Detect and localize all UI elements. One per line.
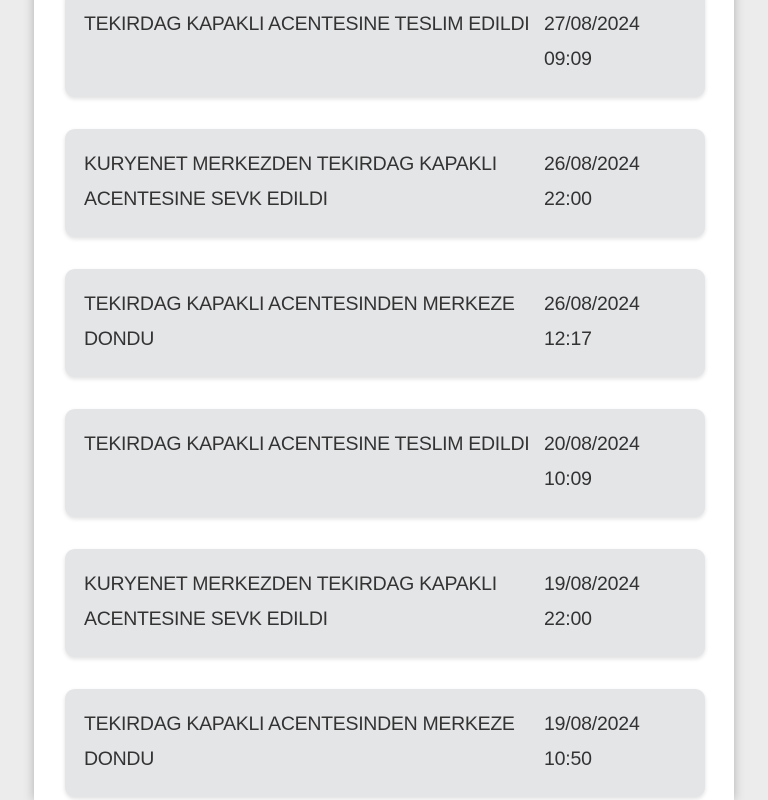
event-datetime: 20/08/2024 10:09 <box>544 427 684 497</box>
event-description: KURYENET MERKEZDEN TEKIRDAG KAPAKLI ACEN… <box>84 153 497 210</box>
event-date: 20/08/2024 <box>544 433 640 455</box>
event-time: 12:17 <box>544 328 592 350</box>
event-datetime: 26/08/2024 22:00 <box>544 147 684 217</box>
event-datetime: 19/08/2024 22:00 <box>544 567 684 637</box>
tracking-event-card: KURYENET MERKEZDEN TEKIRDAG KAPAKLI ACEN… <box>65 129 705 237</box>
event-description: KURYENET MERKEZDEN TEKIRDAG KAPAKLI ACEN… <box>84 573 497 630</box>
event-datetime: 27/08/2024 09:09 <box>544 7 684 77</box>
event-time: 22:00 <box>544 188 592 210</box>
event-date: 19/08/2024 <box>544 713 640 735</box>
event-datetime: 26/08/2024 12:17 <box>544 287 684 357</box>
tracking-event-card: TEKIRDAG KAPAKLI ACENTESINE TESLIM EDILD… <box>65 0 705 97</box>
event-date: 27/08/2024 <box>544 13 640 35</box>
event-time: 10:09 <box>544 468 592 490</box>
tracking-history-panel: TEKIRDAG KAPAKLI ACENTESINE TESLIM EDILD… <box>34 0 734 800</box>
tracking-event-card: TEKIRDAG KAPAKLI ACENTESINDEN MERKEZE DO… <box>65 269 705 377</box>
event-description: TEKIRDAG KAPAKLI ACENTESINE TESLIM EDILD… <box>84 433 530 455</box>
event-datetime: 19/08/2024 10:50 <box>544 707 684 777</box>
event-description: TEKIRDAG KAPAKLI ACENTESINE TESLIM EDILD… <box>84 13 530 35</box>
event-date: 26/08/2024 <box>544 153 640 175</box>
event-date: 19/08/2024 <box>544 573 640 595</box>
event-date: 26/08/2024 <box>544 293 640 315</box>
event-description: TEKIRDAG KAPAKLI ACENTESINDEN MERKEZE DO… <box>84 713 515 770</box>
event-time: 09:09 <box>544 48 592 70</box>
event-description: TEKIRDAG KAPAKLI ACENTESINDEN MERKEZE DO… <box>84 293 515 350</box>
tracking-event-card: KURYENET MERKEZDEN TEKIRDAG KAPAKLI ACEN… <box>65 549 705 657</box>
event-time: 10:50 <box>544 748 592 770</box>
event-time: 22:00 <box>544 608 592 630</box>
tracking-event-card: TEKIRDAG KAPAKLI ACENTESINDEN MERKEZE DO… <box>65 689 705 797</box>
tracking-event-card: TEKIRDAG KAPAKLI ACENTESINE TESLIM EDILD… <box>65 409 705 517</box>
